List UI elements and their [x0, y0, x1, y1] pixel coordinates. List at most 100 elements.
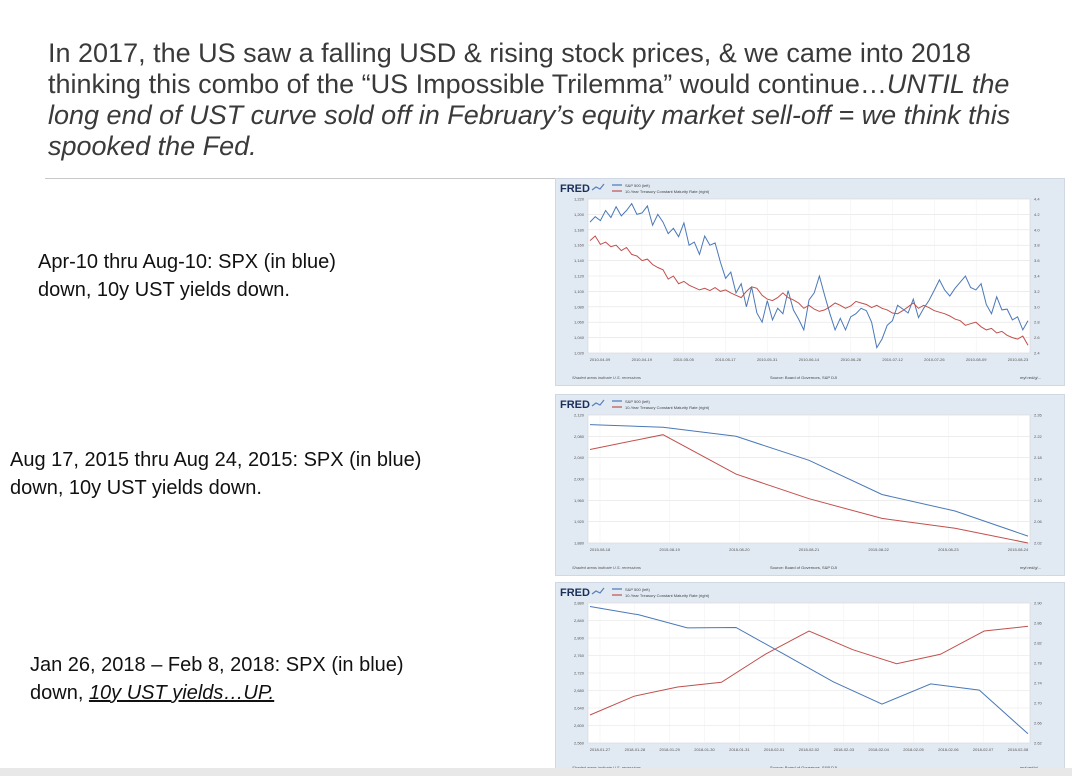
- fred-logo-icon: [591, 183, 605, 191]
- y-tick-right: 2.70: [1034, 701, 1043, 706]
- y-tick-right: 2.4: [1034, 351, 1040, 356]
- y-tick-left: 2,040: [574, 455, 585, 460]
- y-tick-right: 2.66: [1034, 721, 1043, 726]
- y-tick-left: 1,020: [574, 351, 585, 356]
- fred-logo: FRED: [560, 399, 590, 411]
- y-tick-left: 2,000: [574, 477, 585, 482]
- y-tick-right: 2.82: [1034, 641, 1043, 646]
- y-tick-left: 1,920: [574, 519, 585, 524]
- x-tick: 2015-08-21: [799, 547, 820, 552]
- x-tick: 2018-02-05: [903, 747, 924, 752]
- x-tick: 2015-08-24: [1008, 547, 1029, 552]
- y-tick-right: 2.90: [1034, 601, 1043, 606]
- x-tick: 2018-01-28: [625, 747, 646, 752]
- y-tick-right: 2.62: [1034, 741, 1043, 746]
- y-tick-left: 1,200: [574, 212, 585, 217]
- title-text: In 2017, the US saw a falling USD & risi…: [48, 38, 971, 99]
- y-tick-right: 2.14: [1034, 477, 1043, 482]
- y-tick-left: 2,800: [574, 636, 585, 641]
- x-tick: 2010-07-26: [924, 357, 945, 362]
- x-tick: 2010-04-19: [632, 357, 653, 362]
- y-tick-left: 1,040: [574, 335, 585, 340]
- y-tick-left: 2,720: [574, 671, 585, 676]
- recession-note: Shaded areas indicate U.S. recessions: [572, 375, 641, 380]
- y-tick-right: 2.86: [1034, 621, 1043, 626]
- caption-2010: Apr-10 thru Aug-10: SPX (in blue) down, …: [38, 248, 336, 304]
- fred-chart-2010: FRED S&P 500 (left) 10-Year Treasury Const…: [555, 178, 1065, 386]
- y-tick-left: 1,960: [574, 498, 585, 503]
- recession-note: Shaded areas indicate U.S. recessions: [572, 765, 641, 770]
- y-tick-right: 4.0: [1034, 227, 1040, 232]
- y-tick-right: 3.2: [1034, 289, 1040, 294]
- x-tick: 2018-01-30: [694, 747, 715, 752]
- y-tick-right: 2.06: [1034, 519, 1043, 524]
- x-tick: 2018-02-04: [868, 747, 889, 752]
- fred-logo-icon: [591, 399, 605, 407]
- bottom-bar: [0, 768, 1072, 776]
- chart-svg: FRED S&P 500 (left)10-Year Treasury Const…: [560, 399, 1043, 570]
- y-tick-left: 2,120: [574, 413, 585, 418]
- chart-svg: FRED S&P 500 (left)10-Year Treasury Const…: [560, 183, 1041, 380]
- x-tick: 2010-08-23: [1008, 357, 1029, 362]
- x-tick: 2010-04-09: [590, 357, 611, 362]
- y-tick-left: 1,140: [574, 258, 585, 263]
- y-tick-left: 1,120: [574, 274, 585, 279]
- y-tick-left: 2,600: [574, 723, 585, 728]
- y-tick-right: 2.6: [1034, 335, 1040, 340]
- y-tick-left: 2,760: [574, 653, 585, 658]
- y-tick-right: 3.4: [1034, 274, 1040, 279]
- caption-2018: Jan 26, 2018 – Feb 8, 2018: SPX (in blue…: [30, 651, 404, 707]
- chart-link: myf.red/g/...: [1020, 765, 1041, 770]
- x-tick: 2018-02-08: [1008, 747, 1029, 752]
- fred-logo: FRED: [560, 587, 590, 599]
- caption-line1: Aug 17, 2015 thru Aug 24, 2015: SPX (in …: [10, 449, 422, 471]
- legend-entry: S&P 500 (left): [625, 183, 650, 188]
- legend-entry: 10-Year Treasury Constant Maturity Rate …: [625, 405, 710, 410]
- x-tick: 2018-02-01: [764, 747, 785, 752]
- legend-entry: 10-Year Treasury Constant Maturity Rate …: [625, 189, 710, 194]
- x-tick: 2010-07-12: [882, 357, 903, 362]
- y-tick-right: 2.78: [1034, 661, 1043, 666]
- caption-line1: Apr-10 thru Aug-10: SPX (in blue): [38, 251, 336, 273]
- series-line: [589, 202, 1029, 349]
- title-divider: [45, 178, 1045, 179]
- y-tick-right: 2.18: [1034, 455, 1043, 460]
- y-tick-left: 2,880: [574, 601, 585, 606]
- y-tick-left: 2,680: [574, 688, 585, 693]
- series-line: [589, 606, 1029, 735]
- series-line: [589, 235, 1029, 346]
- x-tick: 2015-08-22: [868, 547, 889, 552]
- y-tick-left: 1,880: [574, 541, 585, 546]
- series-line: [589, 625, 1029, 716]
- x-tick: 2018-02-02: [799, 747, 820, 752]
- y-tick-left: 1,160: [574, 243, 585, 248]
- y-tick-right: 2.8: [1034, 320, 1040, 325]
- fred-logo: FRED: [560, 183, 590, 195]
- y-tick-right: 3.8: [1034, 243, 1040, 248]
- x-tick: 2018-02-07: [973, 747, 994, 752]
- y-tick-left: 1,180: [574, 227, 585, 232]
- caption-2015: Aug 17, 2015 thru Aug 24, 2015: SPX (in …: [10, 446, 421, 502]
- caption-line2: down, 10y UST yields…UP.: [30, 682, 275, 704]
- y-tick-right: 3.0: [1034, 304, 1040, 309]
- recession-note: Shaded areas indicate U.S. recessions: [572, 565, 641, 570]
- legend-entry: 10-Year Treasury Constant Maturity Rate …: [625, 593, 710, 598]
- y-tick-left: 1,100: [574, 289, 585, 294]
- y-tick-left: 2,560: [574, 741, 585, 746]
- chart-link: myf.red/g/...: [1020, 375, 1041, 380]
- fred-logo-icon: [591, 587, 605, 595]
- y-tick-right: 2.02: [1034, 541, 1043, 546]
- chart-source: Source: Board of Governors, S&P DJI: [770, 765, 837, 770]
- x-tick: 2015-08-23: [938, 547, 959, 552]
- slide-title: In 2017, the US saw a falling USD & risi…: [48, 38, 1048, 162]
- fred-chart-2018: FRED S&P 500 (left) 10-Year Treasury Const…: [555, 582, 1065, 776]
- y-tick-left: 1,060: [574, 320, 585, 325]
- x-tick: 2018-01-27: [590, 747, 611, 752]
- y-tick-right: 2.22: [1034, 434, 1043, 439]
- x-tick: 2010-06-28: [841, 357, 862, 362]
- caption-line1: Jan 26, 2018 – Feb 8, 2018: SPX (in blue…: [30, 654, 404, 676]
- x-tick: 2015-08-20: [729, 547, 750, 552]
- y-tick-right: 3.6: [1034, 258, 1040, 263]
- x-tick: 2018-02-03: [834, 747, 855, 752]
- x-tick: 2010-05-05: [673, 357, 694, 362]
